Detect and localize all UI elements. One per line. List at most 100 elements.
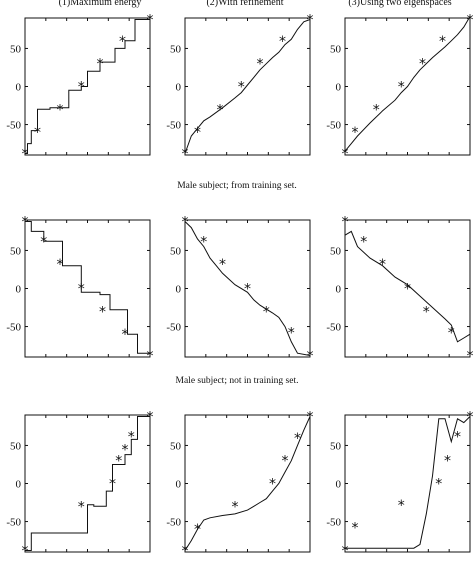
star-marker: * [423, 304, 430, 320]
chart-panel-9: 500-50******* [326, 410, 473, 560]
star-marker: * [97, 57, 104, 73]
star-marker: * [78, 499, 85, 515]
star-marker: * [34, 125, 41, 141]
star-marker: * [78, 80, 85, 96]
star-marker: * [115, 454, 122, 470]
star-marker: * [360, 234, 367, 250]
star-marker: * [419, 57, 426, 73]
star-marker: * [307, 13, 314, 29]
star-marker: * [439, 34, 446, 50]
chart-panel-8: 50 0 -50 * * * * * * * [166, 410, 313, 560]
star-marker: * [467, 410, 474, 426]
star-marker: * [404, 282, 411, 298]
star-marker: * [57, 102, 64, 118]
star-marker: * [40, 234, 47, 250]
y-tick-label: 0 [176, 284, 182, 296]
star-marker: * [182, 543, 189, 559]
y-tick-label: -50 [326, 322, 341, 334]
row-caption-1: Male subject; from training set. [177, 181, 297, 191]
series-line [344, 16, 471, 152]
star-marker: * [238, 80, 245, 96]
plot-frame [184, 414, 311, 553]
star-marker: * [307, 348, 314, 364]
star-marker: * [342, 146, 349, 162]
star-marker: * [22, 215, 29, 231]
chart-panel-7: 500-50******* [6, 410, 153, 560]
y-tick-label: -50 [6, 517, 21, 529]
y-tick-label: -50 [6, 322, 21, 334]
y-tick-label: 0 [336, 284, 342, 296]
y-tick-label: 50 [330, 245, 342, 257]
star-marker: * [128, 429, 135, 445]
series-line [25, 221, 150, 354]
y-tick-label: 50 [170, 440, 182, 452]
star-marker: * [22, 146, 29, 162]
star-marker: * [342, 543, 349, 559]
star-marker: * [182, 215, 189, 231]
series-line [184, 221, 311, 356]
star-marker: * [119, 34, 126, 50]
star-marker: * [22, 543, 29, 559]
star-marker: * [279, 34, 286, 50]
y-tick-label: 0 [336, 82, 342, 94]
star-marker: * [217, 102, 224, 118]
y-tick-label: 50 [10, 245, 22, 257]
series-line [25, 416, 150, 551]
chart-panel-1: 50 0 -50 * * * * * * * [6, 13, 153, 163]
star-marker: * [448, 326, 455, 342]
y-tick-label: 50 [170, 43, 182, 55]
star-marker: * [454, 429, 461, 445]
y-tick-label: 50 [10, 440, 22, 452]
star-marker: * [219, 257, 226, 273]
y-tick-label: -50 [166, 517, 181, 529]
star-marker: * [352, 125, 359, 141]
y-tick-label: 0 [336, 479, 342, 491]
star-marker: * [200, 234, 207, 250]
star-marker: * [269, 477, 276, 493]
column-title-3: (3)Using two eigenspaces [348, 0, 452, 8]
y-tick-label: -50 [166, 120, 181, 132]
star-marker: * [379, 257, 386, 273]
series-line [345, 416, 471, 549]
star-marker: * [244, 282, 251, 298]
star-marker: * [194, 522, 201, 538]
star-marker: * [294, 431, 301, 447]
star-marker: * [263, 304, 270, 320]
star-marker: * [194, 125, 201, 141]
series-line [184, 416, 311, 551]
y-tick-label: -50 [6, 120, 21, 132]
star-marker: * [122, 327, 129, 343]
y-tick-label: -50 [166, 322, 181, 334]
star-marker: * [467, 348, 474, 364]
star-marker: * [99, 304, 106, 320]
star-marker: * [232, 499, 239, 515]
star-marker: * [282, 454, 289, 470]
star-marker: * [147, 13, 154, 29]
y-tick-label: 0 [16, 82, 22, 94]
row-caption-2: Male subject; not in training set. [175, 376, 299, 386]
star-marker: * [307, 410, 314, 426]
star-marker: * [257, 57, 264, 73]
y-tick-label: 0 [16, 479, 22, 491]
star-marker: * [288, 326, 295, 342]
plot-frame [344, 414, 471, 553]
column-title-2: (2)With refinement [206, 0, 284, 8]
star-marker: * [147, 348, 154, 364]
series-line [184, 19, 311, 154]
star-marker: * [467, 13, 474, 29]
star-marker: * [78, 282, 85, 298]
star-marker: * [57, 257, 64, 273]
y-tick-label: 50 [170, 245, 182, 257]
star-marker: * [398, 498, 405, 514]
star-marker: * [398, 80, 405, 96]
star-marker: * [444, 454, 451, 470]
star-marker: * [373, 102, 380, 118]
star-marker: * [109, 477, 116, 493]
star-marker: * [122, 442, 129, 458]
series-line [25, 19, 150, 154]
column-title-1: (1)Maximum energy [58, 0, 142, 8]
star-marker: * [352, 521, 359, 537]
star-marker: * [182, 146, 189, 162]
